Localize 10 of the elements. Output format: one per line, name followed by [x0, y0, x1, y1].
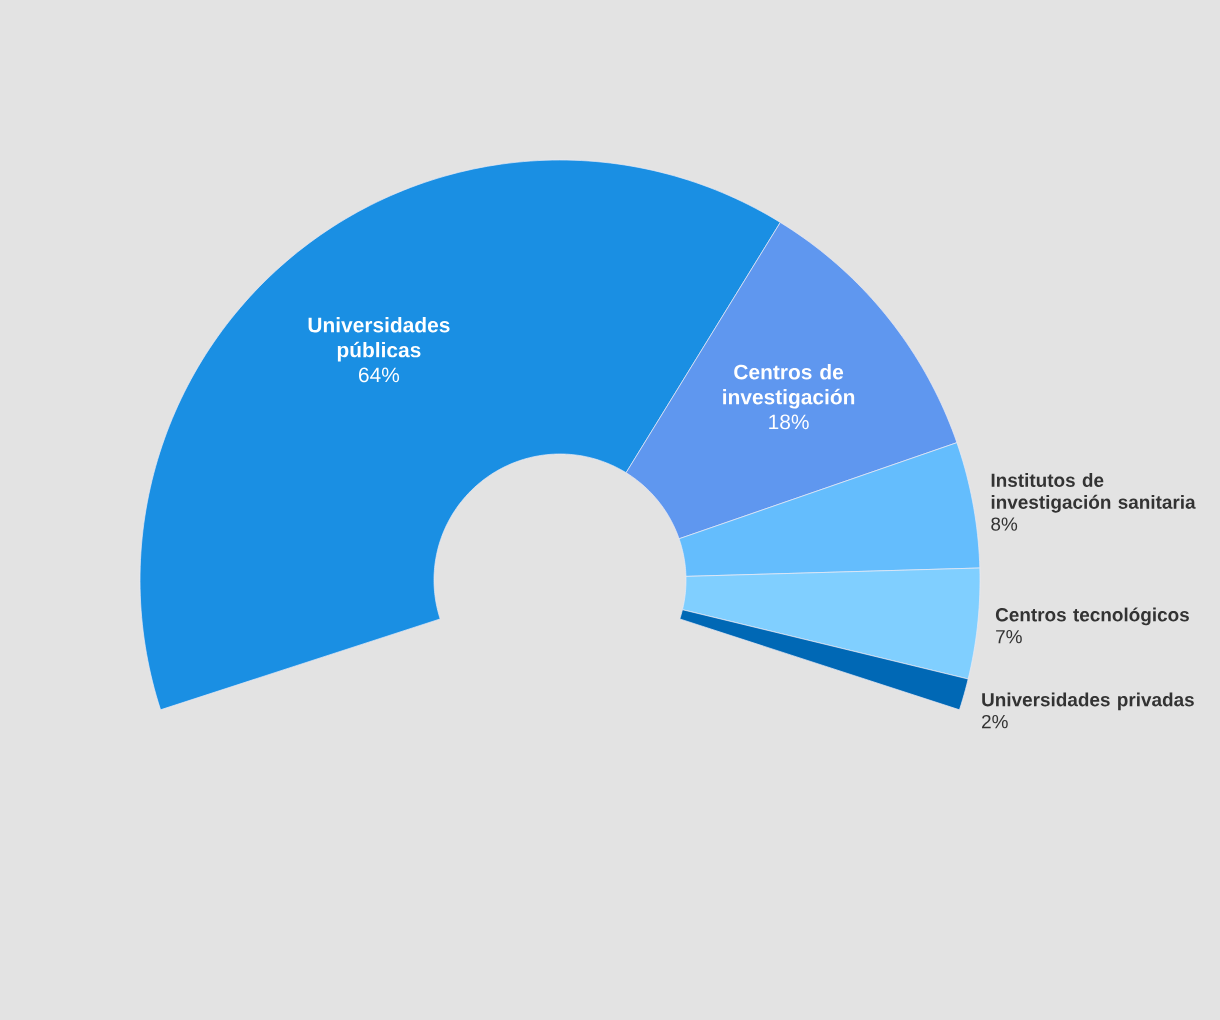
slice-label: Institutos de investigación sanitaria — [991, 473, 1196, 513]
slice-label: Universidades públicas — [308, 317, 450, 362]
data-label: 7% — [996, 630, 1022, 644]
slice-label: Centros tecnológicos — [995, 607, 1189, 626]
slice-label: Centros de investigación — [723, 364, 855, 409]
data-label: 8% — [991, 517, 1018, 531]
data-label: 2% — [982, 714, 1008, 729]
data-label: 18% — [769, 414, 809, 430]
data-label: 64% — [359, 367, 400, 383]
slice-label: Universidades privadas — [982, 692, 1194, 711]
